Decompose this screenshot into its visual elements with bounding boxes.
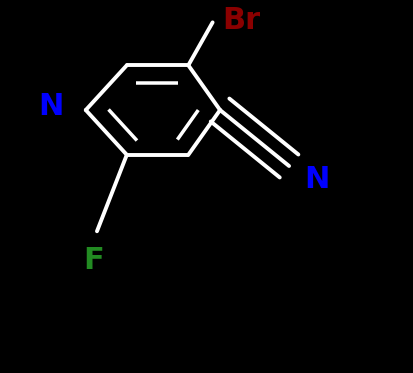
Text: N: N <box>38 92 63 121</box>
Text: F: F <box>83 246 103 275</box>
Text: N: N <box>303 164 329 194</box>
Text: Br: Br <box>221 6 259 35</box>
